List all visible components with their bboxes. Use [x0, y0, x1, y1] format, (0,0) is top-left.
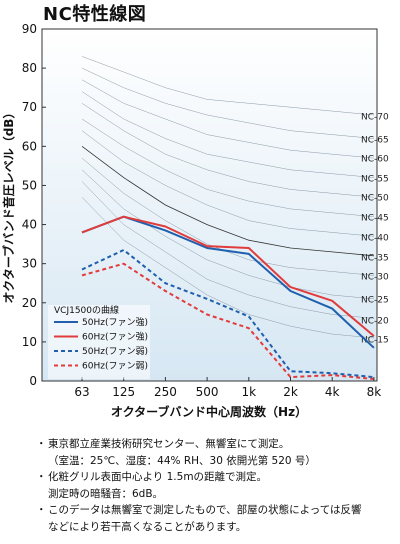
note-line: 化粧グリル表面中心より 1.5mの距離で測定。 [48, 471, 268, 483]
nc-curve-nc-20 [81, 181, 374, 319]
nc-label: NC-40 [361, 234, 389, 244]
note-line: このデータは無響室で測定したもので、部屋の状態によっては反響 [48, 504, 362, 516]
y-tick-label: 20 [22, 296, 37, 310]
x-tick-label: 63 [74, 385, 89, 399]
nc-curve-nc-15 [81, 197, 374, 339]
x-tick-label: 250 [154, 385, 177, 399]
nc-chart: NC-70 NC-65 NC-60 NC-55 NC-50 NC-45 NC-40 NC-35… [1, 22, 389, 419]
nc-label: NC-60 [361, 155, 389, 165]
nc-curves: NC-70 NC-65 NC-60 NC-55 NC-50 NC-45 NC-40 NC-35… [81, 56, 389, 346]
note-bullet: ・ [36, 504, 47, 516]
nc-curve-nc-70 [81, 56, 374, 116]
nc-label: NC-20 [361, 317, 389, 327]
y-tick-label: 60 [22, 139, 37, 153]
nc-curve-nc-55 [81, 91, 374, 178]
nc-label: NC-55 [361, 175, 389, 185]
nc-label: NC-25 [361, 296, 389, 306]
nc-curve-nc-40 [81, 130, 374, 237]
note-bullet: ・ [36, 438, 47, 450]
note-item: ・東京都立産業技術研究センター、無響室にて測定。 （室温：25℃、湿度：44% R… [36, 436, 396, 469]
nc-curve-nc-25 [81, 169, 374, 300]
note-line: 東京都立産業技術研究センター、無響室にて測定。 [48, 438, 290, 450]
legend-entry: 60Hz(ファン弱) [82, 361, 148, 372]
nc-label: NC-30 [361, 273, 389, 283]
y-tick-label: 30 [22, 257, 37, 271]
x-tick-label: 4k [325, 385, 340, 399]
series-line-4 [81, 262, 374, 380]
y-tick-label: 80 [22, 61, 37, 75]
y-tick-label: 40 [22, 218, 37, 232]
note-line: （室温：25℃、湿度：44% RH、30 依開光第 520 号） [48, 454, 316, 467]
x-tick-label: 125 [112, 385, 135, 399]
nc-curve-nc-50 [81, 103, 374, 198]
note-item: ・化粧グリル表面中心より 1.5mの距離で測定。 測定時の暗騒音：6dB。 [36, 469, 396, 502]
nc-label: NC-70 [361, 113, 389, 123]
legend-box [48, 305, 150, 379]
nc-label: NC-15 [361, 336, 389, 346]
y-tick-label: 70 [22, 100, 37, 114]
nc-curve-nc-60 [81, 79, 374, 159]
data-series [81, 215, 375, 380]
note-item: ・このデータは無響室で測定したもので、部屋の状態によっては反響 などにより若干高く… [36, 502, 396, 535]
chart-title: NC特性線図 [43, 4, 147, 25]
note-line: 測定時の暗騒音：6dB。 [48, 487, 164, 500]
nc-label: NC-45 [361, 214, 389, 224]
x-tick-label: 1k [242, 385, 257, 399]
x-tick-label: 500 [196, 385, 219, 399]
notes: ・東京都立産業技術研究センター、無響室にて測定。 （室温：25℃、湿度：44% R… [36, 436, 396, 535]
y-tick-label: 10 [22, 335, 37, 349]
y-tick-label: 0 [29, 374, 37, 388]
x-tick-label: 8k [367, 385, 382, 399]
nc-label: NC-35 [361, 254, 389, 264]
legend-entry: 60Hz(ファン強) [82, 331, 148, 343]
nc-label: NC-50 [361, 194, 389, 204]
nc-curve-nc-65 [81, 67, 374, 139]
nc-curve-nc-45 [81, 118, 374, 217]
x-tick-label: 2k [283, 385, 298, 399]
legend-entry: 50Hz(ファン弱) [82, 346, 148, 357]
legend-title: VCJ1500の曲線 [54, 304, 119, 316]
series-line-2 [81, 215, 375, 337]
y-tick-label: 50 [22, 178, 37, 192]
x-axis-label: オクターブバンド中心周波数（Hz） [111, 404, 307, 419]
nc-label: NC-65 [361, 136, 389, 146]
nc-curve-nc-35 [81, 145, 374, 257]
y-tick-label: 90 [22, 22, 37, 36]
axes: 0 10 20 30 40 50 60 70 80 90 63 125 250 500 1k 2k 4k 8k オク… [1, 22, 381, 419]
y-axis-label: オクターブバンド音圧レベル（dB） [1, 107, 16, 304]
note-line: などにより若干高くなることがあります。 [48, 520, 247, 533]
legend-entry: 50Hz(ファン強) [82, 316, 148, 328]
note-bullet: ・ [36, 471, 47, 483]
